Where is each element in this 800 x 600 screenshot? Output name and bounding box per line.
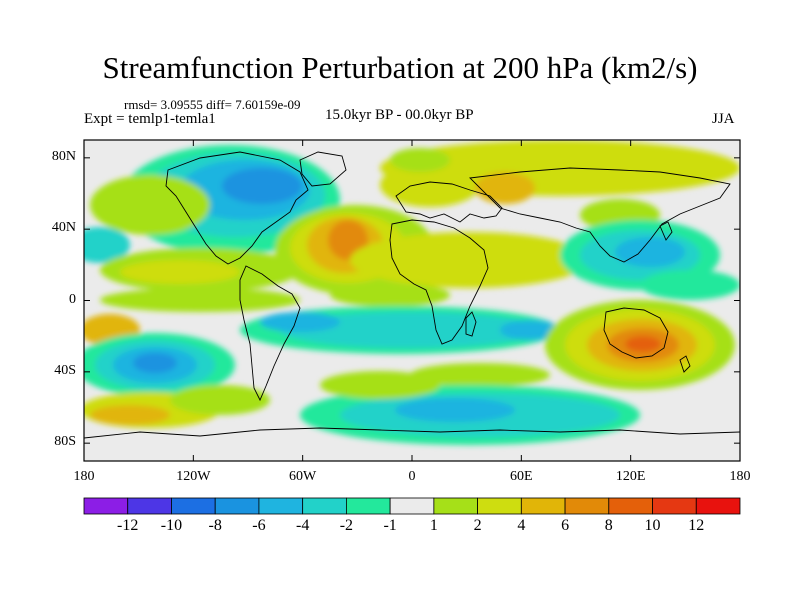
colorbar-label: 4 [517, 517, 526, 534]
lat-tick-label: 0 [69, 291, 76, 307]
colorbar-label: 6 [561, 517, 570, 534]
colorbar-label: -6 [252, 517, 266, 534]
colorbar-swatch [83, 497, 129, 515]
lon-tick-label: 120E [615, 469, 646, 484]
colorbar-swatch [564, 497, 610, 515]
lon-tick-label: 180 [729, 469, 751, 484]
colorbar-label: 10 [644, 517, 661, 534]
colorbar-label: -2 [339, 517, 354, 534]
coastlines [84, 151, 740, 439]
colorbar-swatch [652, 497, 697, 515]
lat-tick-label: 40N [51, 220, 76, 236]
colorbar-label: 12 [688, 517, 705, 534]
lat-tick-label: 40S [54, 362, 76, 378]
axis-ticks [83, 140, 741, 461]
colorbar-swatch [302, 497, 347, 515]
period-label: 15.0kyr BP - 00.0kyr BP [325, 107, 474, 123]
colorbar-swatch [477, 497, 522, 515]
experiment-label: Expt = temlp1-temla1 [84, 111, 216, 127]
colorbar [83, 497, 741, 515]
stats-text: rmsd= 3.09555 diff= 7.60159e-09 [124, 97, 301, 112]
lat-tick-label: 80N [51, 148, 76, 164]
colorbar-swatch [608, 497, 653, 515]
colorbar-swatch [520, 497, 566, 515]
colorbar-label: -10 [160, 517, 183, 534]
colorbar-swatch [389, 497, 435, 515]
lat-tick-label: 80S [54, 434, 76, 450]
colorbar-swatch [345, 497, 391, 515]
lon-tick-label: 180 [73, 469, 95, 484]
lon-tick-label: 60W [289, 469, 317, 484]
colorbar-label: 8 [604, 517, 613, 534]
colorbar-swatch [171, 497, 216, 515]
colorbar-label: 1 [429, 517, 438, 534]
colorbar-label: -1 [383, 517, 397, 534]
colorbar-label: -4 [295, 517, 310, 534]
lon-tick-label: 120W [176, 469, 211, 484]
colorbar-label: -12 [117, 517, 139, 534]
colorbar-swatch [433, 497, 479, 515]
colorbar-swatch [214, 497, 260, 515]
lon-tick-label: 0 [408, 469, 416, 484]
colorbar-swatch [258, 497, 304, 515]
lon-tick-label: 60E [510, 469, 533, 484]
colorbar-label: -8 [208, 517, 222, 534]
colorbar-swatch [695, 497, 741, 515]
streamfunction-field [84, 140, 740, 461]
colorbar-swatch [127, 497, 172, 515]
colorbar-label: 2 [473, 517, 482, 534]
page-title: Streamfunction Perturbation at 200 hPa (… [102, 50, 698, 85]
season-label: JJA [712, 111, 735, 127]
